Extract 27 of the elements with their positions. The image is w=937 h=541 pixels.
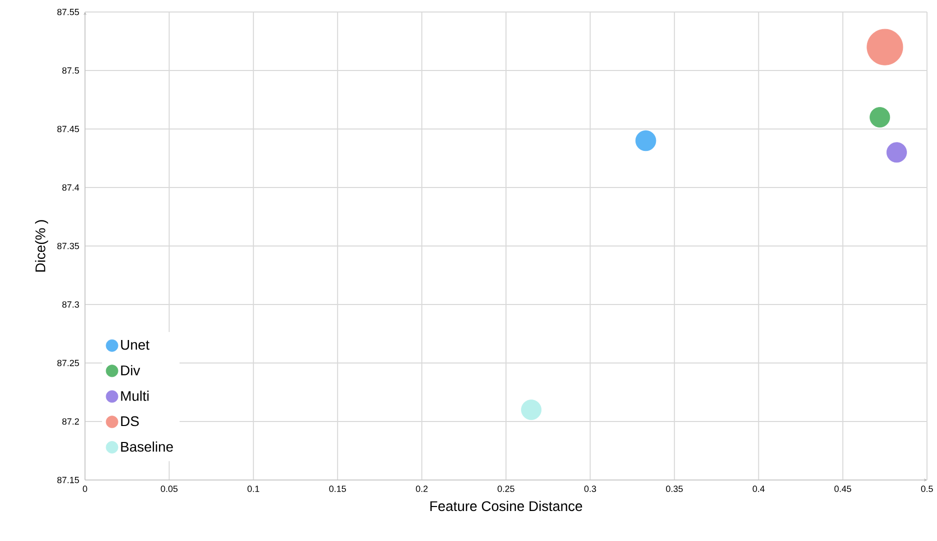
y-tick-label: 87.25	[57, 360, 79, 366]
legend-label: Multi	[121, 390, 149, 401]
x-tick-label: 0.45	[834, 486, 852, 492]
y-tick-label: 87.45	[57, 126, 79, 132]
x-tick-label: 0.1	[248, 486, 260, 492]
x-tick-label: 0.5	[921, 486, 933, 492]
x-tick-label: 0.3	[584, 486, 596, 492]
y-axis-title: Dice(% )	[35, 220, 48, 272]
y-tick-label: 87.5	[62, 67, 79, 74]
x-axis-title: Feature Cosine Distance	[430, 500, 582, 512]
x-tick-label: 0.15	[329, 486, 346, 492]
y-tick-label: 87.4	[62, 184, 80, 191]
legend-label: Baseline	[121, 441, 173, 452]
x-tick-label: 0.25	[498, 486, 514, 492]
legend-label: Unet	[121, 340, 150, 350]
legend-label: Div	[121, 365, 140, 376]
y-tick-label: 87.3	[62, 301, 79, 308]
x-tick-label: 0	[82, 486, 88, 492]
x-tick-label: 0.2	[416, 486, 428, 492]
y-tick-label: 87.35	[57, 242, 79, 250]
x-tick-label: 0.05	[160, 486, 178, 492]
x-tick-label: 0.4	[752, 486, 765, 492]
y-tick-label: 87.15	[57, 476, 79, 484]
legend-label: DS	[121, 416, 139, 426]
x-tick-label: 0.35	[666, 486, 683, 492]
y-tick-label: 87.2	[62, 418, 79, 425]
y-tick-label: 87.55	[57, 8, 79, 16]
